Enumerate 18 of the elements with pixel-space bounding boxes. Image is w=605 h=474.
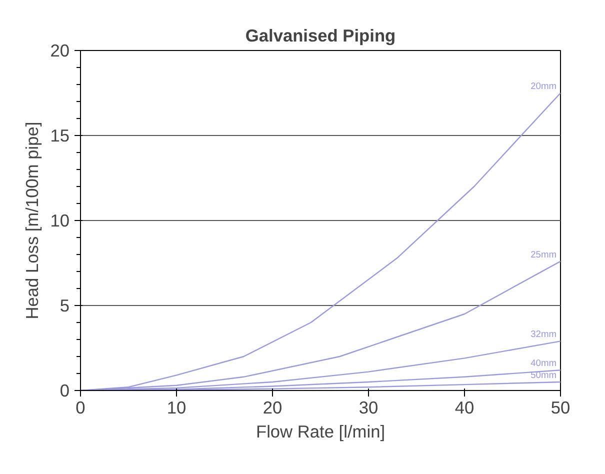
series-label: 25mm xyxy=(530,249,557,260)
y-tick-label: 10 xyxy=(50,210,70,230)
y-tick-label: 15 xyxy=(50,126,70,146)
y-tick-label: 0 xyxy=(60,380,70,400)
x-tick-label: 0 xyxy=(76,398,86,418)
y-axis-title: Head Loss [m/100m pipe] xyxy=(22,122,42,320)
x-tick-label: 10 xyxy=(166,398,186,418)
x-tick-label: 20 xyxy=(262,398,282,418)
x-axis-title: Flow Rate [l/min] xyxy=(256,422,386,442)
chart-title: Galvanised Piping xyxy=(245,26,396,46)
series-label: 32mm xyxy=(530,329,557,340)
x-tick-label: 40 xyxy=(454,398,474,418)
x-tick-label: 30 xyxy=(358,398,378,418)
x-tick-label: 50 xyxy=(550,398,570,418)
y-tick-label: 5 xyxy=(60,296,70,316)
series-label: 40mm xyxy=(530,358,557,368)
series-label: 20mm xyxy=(530,81,557,91)
y-tick-label: 20 xyxy=(50,40,70,60)
